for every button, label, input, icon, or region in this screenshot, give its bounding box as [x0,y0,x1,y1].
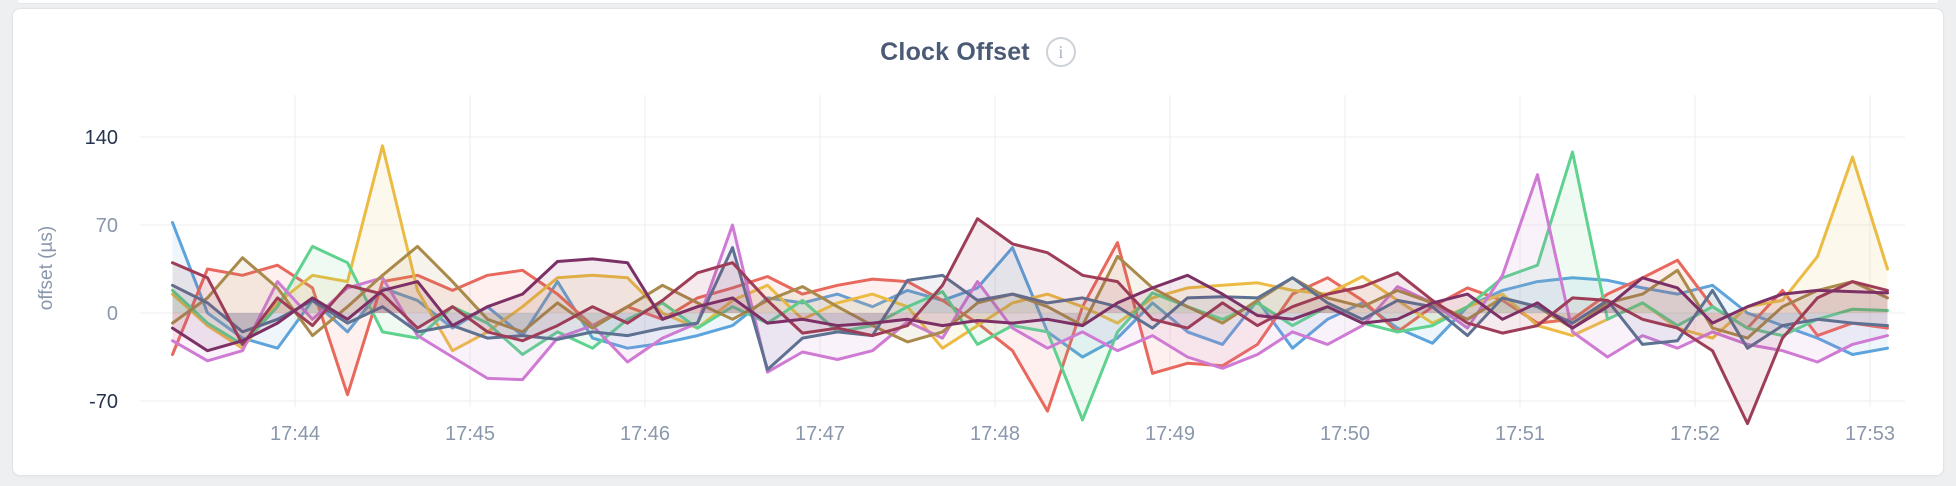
series-area-n5 [172,152,1888,420]
x-tick-label: 17:48 [970,423,1020,445]
x-tick-label: 17:49 [1145,423,1195,445]
info-icon[interactable]: i [1045,37,1076,67]
series-area-n2 [172,242,1888,412]
series-line-n1 [171,221,1889,359]
series-line-n8 [171,257,1889,353]
y-tick-label: -70 [89,391,118,413]
series-area-n3 [172,145,1888,351]
series-line-n4 [171,244,1889,344]
chart-header: Clock Offset i [13,37,1943,67]
x-tick-label: 17:47 [795,423,845,445]
series-line-n6 [171,173,1889,382]
x-tick-label: 17:44 [270,423,320,445]
series-area-n6 [172,174,1888,380]
x-tick-label: 17:53 [1845,423,1895,445]
x-tick-label: 17:46 [620,423,670,445]
x-tick-label: 17:50 [1320,423,1370,445]
series-area-n8 [172,258,1888,351]
x-tick-label: 17:45 [445,423,495,445]
chart-card: Clock Offset i [12,8,1944,476]
series-line-n9 [171,246,1889,372]
x-tick-label: 17:51 [1495,423,1545,445]
series-line-n7 [171,217,1889,426]
x-tick-label: 17:52 [1670,423,1720,445]
series-area-n4 [172,246,1888,342]
y-axis-title: offset (µs) [36,226,57,311]
chart-title: Clock Offset [880,37,1030,66]
previous-card-edge [18,0,1938,4]
y-tick-label: 140 [85,127,118,149]
series-area-n9 [172,247,1888,370]
y-tick-label: 70 [96,215,118,237]
series-area-n7 [172,218,1888,424]
y-tick-label: 0 [107,303,118,325]
